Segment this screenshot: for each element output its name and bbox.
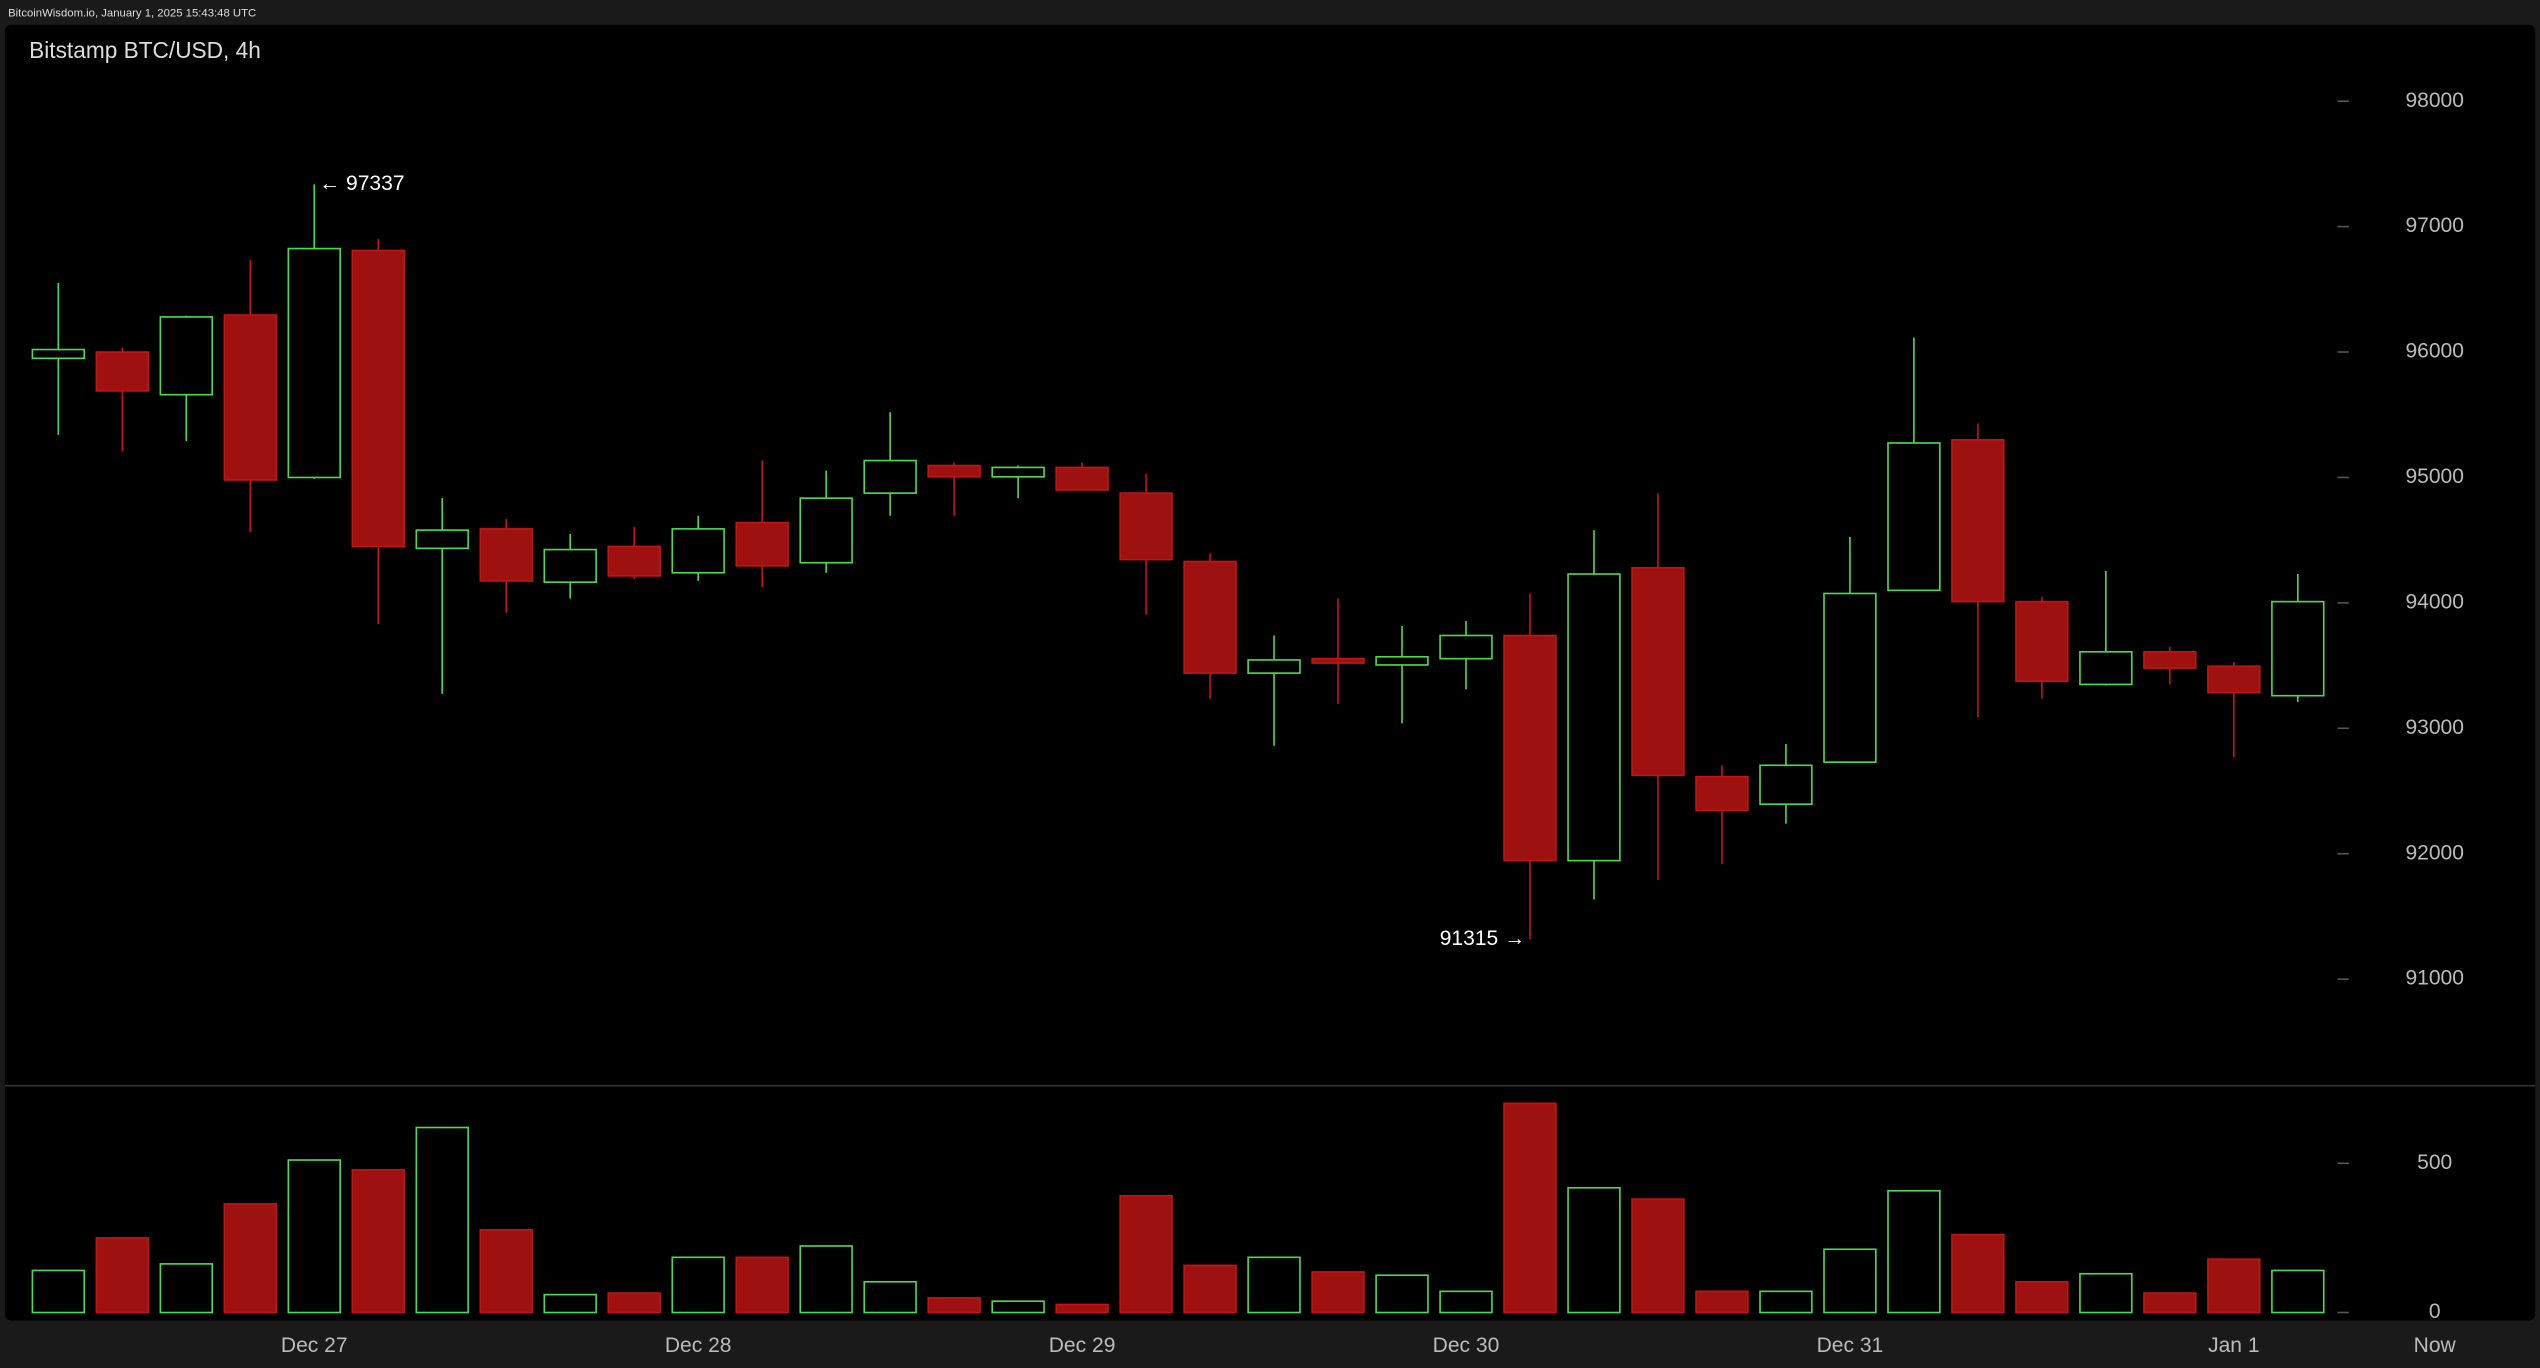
volume-bar: [1311, 1271, 1365, 1314]
y-tick-label: 98000: [2405, 89, 2464, 112]
x-tick-label: Dec 27: [281, 1334, 348, 1357]
volume-bar: [2143, 1292, 2197, 1314]
y-tick-label: 92000: [2405, 841, 2464, 864]
y-tick-label: 93000: [2405, 716, 2464, 739]
candle-body: [991, 466, 1045, 478]
candle-body: [2271, 600, 2325, 697]
y-tick-label: 95000: [2405, 465, 2464, 488]
y-tick-label: 94000: [2405, 590, 2464, 613]
candle-body: [543, 548, 597, 583]
x-tick-label: Jan 1: [2208, 1334, 2260, 1357]
volume-bar: [1759, 1290, 1813, 1314]
volume-bar: [2271, 1269, 2325, 1314]
candle-body: [1759, 764, 1813, 805]
volume-bar: [479, 1229, 533, 1314]
candle-body: [735, 521, 789, 567]
x-tick-label: Dec 29: [1049, 1334, 1116, 1357]
candle-body: [1567, 573, 1621, 862]
volume-bar: [2079, 1272, 2133, 1314]
candle-body: [479, 528, 533, 582]
candle-body: [95, 351, 150, 392]
volume-bar: [2207, 1258, 2261, 1314]
candle-body: [1055, 466, 1109, 491]
volume-bar: [735, 1256, 789, 1314]
candle-body: [1695, 775, 1749, 812]
candle-body: [2015, 600, 2069, 683]
candle-body: [1119, 492, 1173, 561]
candle-body: [415, 529, 469, 550]
candle-body: [1375, 655, 1429, 666]
candle-body: [1887, 442, 1941, 592]
volume-bar: [863, 1280, 917, 1314]
candle-body: [1439, 634, 1493, 660]
volume-bar: [607, 1292, 661, 1314]
volume-bar: [1567, 1186, 1621, 1314]
low-annotation: 91315 →: [1440, 927, 1525, 950]
volume-bar: [95, 1237, 150, 1314]
candle-body: [863, 459, 917, 494]
volume-bar: [2015, 1280, 2069, 1314]
volume-bar: [1951, 1233, 2005, 1314]
candle-body: [1503, 634, 1557, 862]
volume-bar: [1887, 1189, 1941, 1314]
y-tick-label: 97000: [2405, 214, 2464, 237]
volume-bar: [671, 1256, 725, 1314]
candle-body: [2079, 650, 2133, 686]
volume-bar: [1375, 1274, 1429, 1314]
volume-bar: [1631, 1198, 1685, 1314]
volume-bar: [287, 1159, 341, 1314]
candle-body: [1823, 592, 1877, 763]
volume-tick-label: 0: [2429, 1300, 2441, 1323]
volume-bar: [543, 1293, 597, 1314]
candle-body: [1631, 566, 1685, 777]
chart-title: Bitstamp BTC/USD, 4h: [29, 37, 261, 63]
candle-body: [287, 247, 341, 479]
volume-bar: [1503, 1102, 1557, 1314]
candle-body: [1183, 560, 1237, 674]
volume-bar: [1247, 1256, 1301, 1314]
y-tick-label: 91000: [2405, 967, 2464, 990]
y-tick-label: 96000: [2405, 340, 2464, 363]
candle-body: [2207, 665, 2261, 694]
volume-bar: [1823, 1248, 1877, 1314]
volume-tick-label: 500: [2417, 1151, 2452, 1174]
volume-bar: [1183, 1264, 1237, 1314]
candle-body: [159, 316, 214, 396]
candle-body: [1951, 439, 2005, 603]
candle-body: [1247, 659, 1301, 674]
candle-body: [2143, 650, 2197, 669]
x-tick-label: Dec 31: [1817, 1334, 1884, 1357]
candle-body: [607, 545, 661, 577]
header: BitcoinWisdom.io, January 1, 2025 15:43:…: [8, 7, 256, 19]
volume-bar: [799, 1245, 853, 1314]
now-label: Now: [2414, 1334, 2457, 1357]
volume-bar: [1695, 1290, 1749, 1314]
candle-body: [1311, 657, 1365, 664]
candle-body: [351, 249, 405, 548]
volume-bar: [159, 1263, 214, 1314]
volume-bar: [31, 1269, 86, 1314]
high-annotation: ← 97337: [319, 172, 404, 195]
x-tick-label: Dec 28: [665, 1334, 732, 1357]
volume-bar: [1439, 1290, 1493, 1314]
candle-body: [927, 464, 981, 478]
volume-bar: [223, 1203, 278, 1314]
volume-bar: [415, 1126, 469, 1314]
volume-bar: [991, 1300, 1045, 1314]
candle-body: [223, 314, 278, 481]
x-tick-label: Dec 30: [1433, 1334, 1500, 1357]
candle-body: [31, 348, 86, 360]
volume-bar: [927, 1297, 981, 1314]
candle-body: [671, 528, 725, 574]
volume-bar: [351, 1169, 405, 1314]
volume-bar: [1055, 1303, 1109, 1314]
volume-bar: [1119, 1195, 1173, 1314]
candle-body: [799, 497, 853, 564]
